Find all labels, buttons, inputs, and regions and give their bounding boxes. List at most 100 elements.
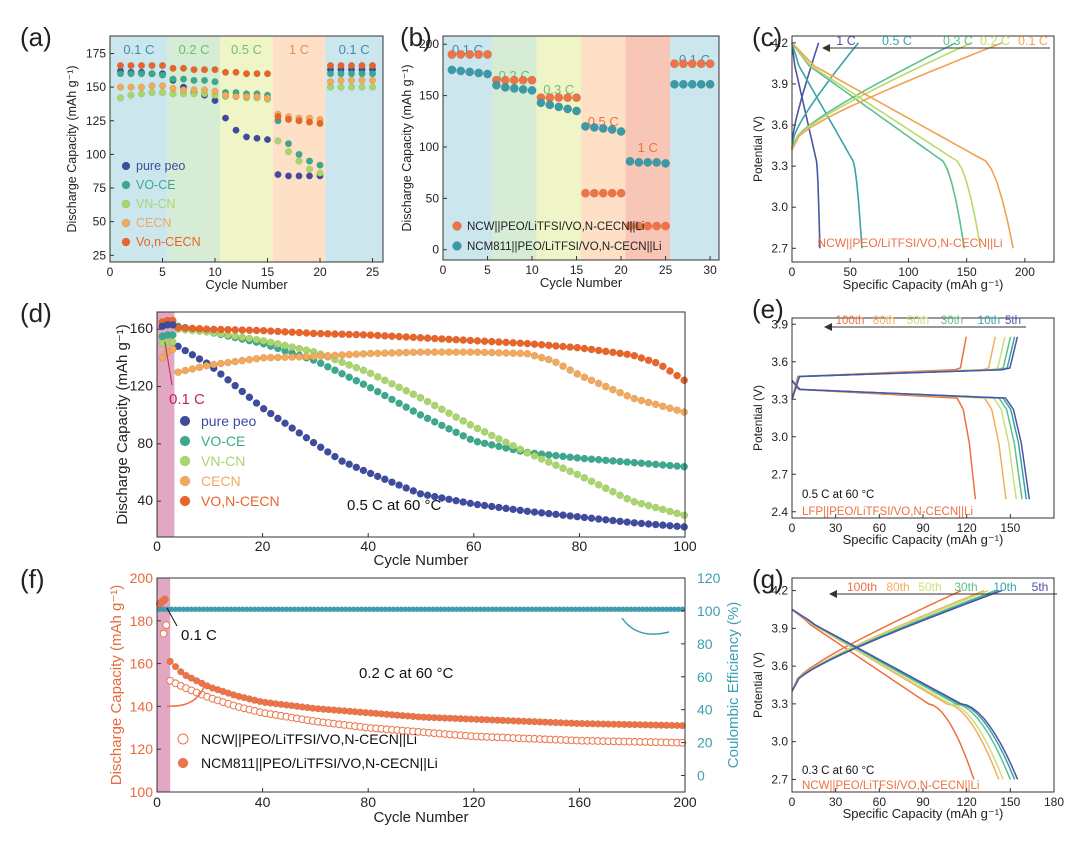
data-point [347,76,356,84]
x-axis-label: Specific Capacity (mAh g⁻¹) [843,806,1004,821]
data-point [452,348,460,356]
data-point [221,114,230,122]
x-tick-label: 40 [255,794,271,810]
x-axis-label: Cycle Number [373,809,468,826]
data-point [295,157,303,165]
data-point [637,499,646,508]
data-point [509,338,517,347]
data-point [359,380,368,389]
x-tick-label: 15 [261,265,275,279]
x-tick-label: 150 [1000,521,1020,535]
data-point [502,349,510,357]
y-tick-right-label: 0 [697,768,705,784]
x-tick-label: 20 [614,263,628,277]
data-point [224,358,232,367]
data-point [666,461,674,470]
x-tick-label: 0 [440,263,447,277]
y-tick-label: 3.6 [771,118,788,132]
data-point [373,472,382,481]
x-tick-label: 0 [789,521,796,535]
data-point [609,385,617,394]
data-point [245,326,254,335]
data-point [168,321,177,329]
x-tick-label: 5 [159,265,166,279]
data-point [295,117,303,125]
data-point [380,376,389,385]
data-point [658,362,667,371]
legend-label: NCM811||PEO/LiTFSI/VO,N-CECN||Li [201,755,438,771]
data-point [423,334,432,343]
data-point [634,157,644,167]
data-point [252,335,261,344]
legend-label: VO,N-CECN [201,493,280,509]
data-point [544,355,553,364]
data-point [252,326,261,335]
data-point [651,520,660,529]
charge-curve [791,589,1003,692]
legend-marker [179,435,191,447]
data-point [395,383,403,392]
data-point [347,62,356,70]
panel-label: (a) [20,22,52,52]
axis-arrow-left [166,683,206,707]
data-point [331,351,339,360]
data-point [423,414,432,423]
data-point [495,435,503,443]
data-point [358,76,366,84]
data-point [217,359,225,368]
panel-label: (d) [20,298,52,328]
arrow-head [824,323,832,331]
data-point [680,408,689,416]
data-point [537,353,546,362]
data-point [623,391,632,400]
charge-curve [791,42,972,151]
data-point [259,404,268,413]
plot-frame [109,35,384,263]
cycle-label: 30th [954,580,977,594]
data-point [274,414,282,423]
data-point [302,346,311,355]
data-point [666,507,674,516]
data-point [537,508,546,517]
data-point [445,348,453,356]
data-point [416,333,425,342]
data-point [637,519,646,528]
data-point [480,348,489,357]
cycle-label: 10th [993,580,1016,594]
data-point [598,124,608,133]
x-axis-label: Cycle Number [373,552,468,569]
data-point [338,457,346,466]
data-point [174,368,182,377]
y-tick-label: 3.9 [771,317,788,331]
data-point [666,367,674,375]
cycle-label: 10th [978,315,1000,327]
legend-label: CECN [201,473,241,489]
data-point [158,71,167,79]
panel-g: 0 30 60 90 120 150 180 2.7 3.0 3.3 3.6 3.9 4.2 Specif… [751,564,1064,821]
cycle-label: 50th [918,580,941,594]
y-axis-label: Potential (V) [751,385,765,451]
legend-label: VO-CE [201,433,245,449]
data-point [566,467,575,476]
cycle-label: 80th [873,315,895,327]
y-tick-right-label: 40 [697,702,713,718]
data-point [211,78,219,86]
test-condition: 0.2 C at 60 °C [359,665,454,682]
data-point [358,83,366,91]
data-point [158,88,167,97]
data-point [263,70,272,78]
data-point [127,83,135,91]
data-point [594,346,603,355]
x-tick-label: 200 [673,794,697,810]
data-point [459,336,468,344]
data-point [302,352,311,361]
data-point [263,94,272,102]
discharge-curve [791,42,821,249]
legend-label: NCM811||PEO/LiTFSI/VO,N-CECN||Li [467,241,662,253]
y-tick-label: 0 [432,243,439,257]
data-point [559,452,567,461]
data-point [395,348,403,357]
x-tick-label: 30 [703,263,717,277]
data-point [190,76,198,84]
data-point [680,462,689,471]
